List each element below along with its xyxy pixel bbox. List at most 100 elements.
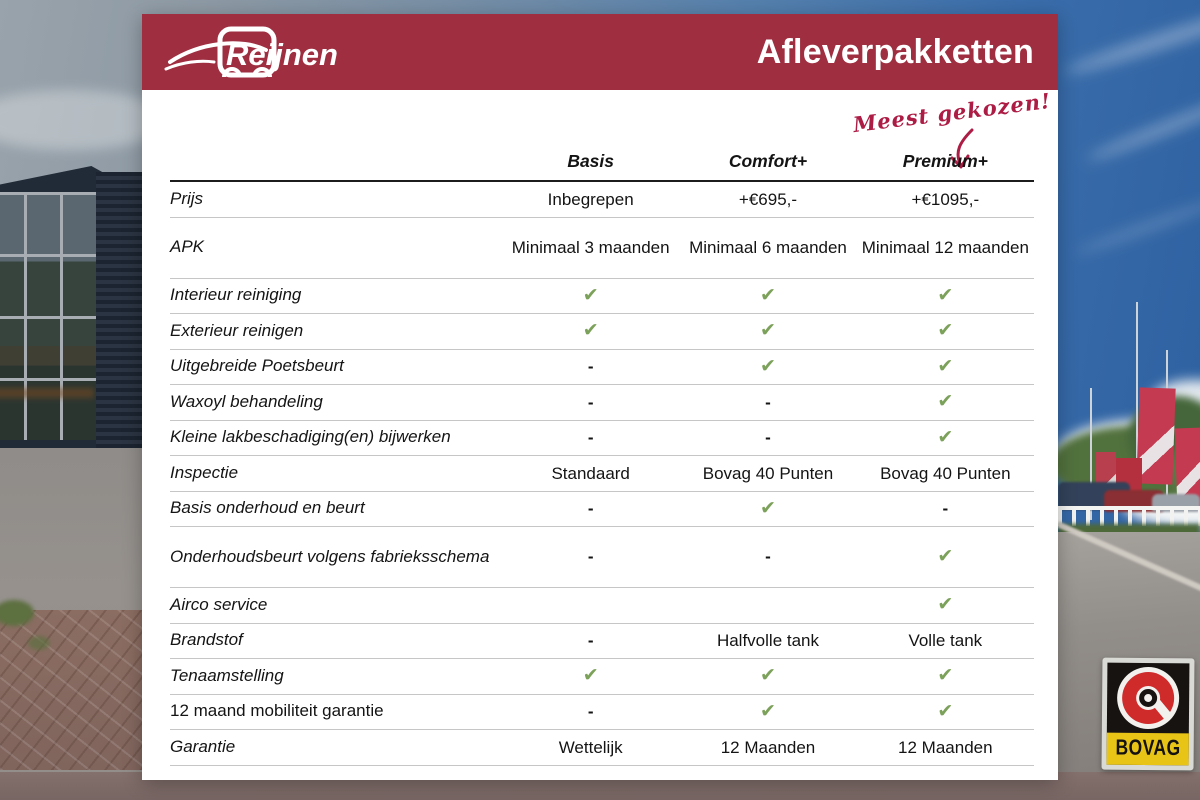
cell-value: +€1095,- [911, 189, 980, 209]
column-header-basis: Basis [567, 151, 615, 172]
row-label: APK [170, 237, 205, 257]
cell-value: Wettelijk [558, 737, 623, 757]
bovag-dial-hub [1139, 688, 1158, 708]
check-icon: ✔ [937, 593, 954, 616]
check-icon: ✔ [937, 390, 954, 413]
svg-text:Reijnen: Reijnen [226, 37, 338, 72]
check-icon: ✔ [582, 319, 599, 342]
table-row: 12 maand mobiliteit garantie - ✔ ✔ [170, 695, 1034, 730]
dash-mark: - [765, 392, 771, 412]
dash-mark: - [587, 547, 594, 567]
table-row: Kleine lakbeschadiging(en) bijwerken - - ✔ [170, 421, 1034, 456]
table-row: Waxoyl behandeling - - ✔ [170, 385, 1034, 421]
cell-value: Volle tank [908, 631, 983, 651]
table-row: Garantie Wettelijk 12 Maanden 12 Maanden [170, 730, 1034, 766]
check-icon: ✔ [937, 283, 954, 306]
cell-value: Bovag 40 Punten [702, 463, 834, 483]
table-row: Tenaamstelling ✔ ✔ ✔ [170, 659, 1034, 695]
table-column-headers: Basis Comfort+ Premium+ [170, 140, 1034, 182]
table-row: Uitgebreide Poetsbeurt - ✔ ✔ [170, 350, 1034, 385]
check-icon: ✔ [760, 699, 776, 722]
dash-mark: - [587, 499, 594, 519]
dash-mark: - [942, 499, 949, 519]
page-title: Afleverpakketten [756, 32, 1034, 71]
check-icon: ✔ [937, 664, 954, 687]
table-row: Onderhoudsbeurt volgens fabrieksschema - -… [170, 527, 1034, 588]
reijnen-logo: Reijnen [164, 24, 369, 80]
row-label: Interieur reiniging [170, 285, 302, 305]
cell-value: Minimaal 6 maanden [689, 237, 847, 257]
row-label: Prijs [170, 188, 204, 208]
row-label: Uitgebreide Poetsbeurt [170, 356, 344, 376]
comparison-table-body: Prijs Inbegrepen +€695,- +€1095,- APK Minimaa… [170, 182, 1034, 766]
cell-value: 12 Maanden [898, 737, 993, 757]
table-row: Exterieur reinigen ✔ ✔ ✔ [170, 314, 1034, 350]
cloud [0, 90, 170, 150]
afleverpakketten-card: Reijnen Afleverpakketten Meest gekozen! … [142, 14, 1058, 780]
row-label: Onderhoudsbeurt volgens fabrieksschema [170, 546, 490, 566]
row-label: Inspectie [170, 462, 239, 482]
cell-value: Standaard [551, 463, 630, 483]
dash-mark: - [587, 357, 594, 377]
check-icon: ✔ [937, 425, 954, 448]
cell-value: +€695,- [738, 189, 798, 209]
row-label: Kleine lakbeschadiging(en) bijwerken [170, 427, 451, 447]
row-label: 12 maand mobiliteit garantie [170, 701, 384, 721]
table-row: Inspectie Standaard Bovag 40 Punten Bovag 4… [170, 456, 1034, 492]
window-reflection [0, 388, 94, 398]
white-fence [1058, 506, 1200, 526]
row-label: Tenaamstelling [170, 665, 284, 685]
card-header-band: Reijnen Afleverpakketten [142, 14, 1058, 90]
cell-value: Bovag 40 Punten [880, 463, 1011, 483]
row-label: Garantie [170, 736, 236, 756]
cell-value: Inbegrepen [547, 189, 634, 209]
check-icon: ✔ [760, 354, 776, 377]
bovag-badge-inner: BOVAG [1106, 662, 1190, 766]
reijnen-car-icon: Reijnen [164, 26, 338, 78]
dash-mark: - [765, 428, 771, 448]
table-row: Airco service ✔ [170, 588, 1034, 624]
column-header-premium: Premium+ [902, 151, 988, 172]
weed-patch [0, 600, 34, 626]
row-label: Waxoyl behandeling [170, 391, 323, 411]
building-windows [0, 192, 98, 440]
table-row: Prijs Inbegrepen +€695,- +€1095,- [170, 182, 1034, 218]
row-label: Basis onderhoud en beurt [170, 498, 365, 518]
brick-pavement [0, 610, 142, 770]
dash-mark: - [587, 428, 594, 448]
flag-pole [1090, 388, 1092, 520]
column-header-comfort: Comfort+ [728, 151, 808, 172]
dash-mark: - [587, 631, 594, 651]
table-row: Basis onderhoud en beurt - ✔ - [170, 492, 1034, 527]
check-icon: ✔ [760, 319, 776, 342]
meest-gekozen-arrow-icon [950, 128, 974, 169]
dash-mark: - [587, 702, 594, 722]
cell-value: 12 Maanden [720, 737, 816, 757]
weed-patch [28, 636, 50, 650]
row-label: Brandstof [170, 630, 243, 650]
dash-mark: - [765, 547, 771, 567]
dealer-flag [1136, 387, 1176, 485]
check-icon: ✔ [937, 545, 954, 568]
cell-value: Halfvolle tank [716, 631, 820, 651]
bovag-dial-icon [1107, 663, 1190, 734]
row-label: Exterieur reinigen [170, 320, 304, 340]
check-icon: ✔ [760, 283, 776, 306]
comparison-table: Basis Comfort+ Premium+ Prijs Inbegrepen +… [170, 140, 1034, 766]
check-icon: ✔ [937, 699, 954, 722]
check-icon: ✔ [937, 319, 954, 342]
dash-mark: - [587, 392, 594, 412]
building-side-cladding [96, 172, 142, 464]
flag-pole [1136, 302, 1138, 502]
bovag-label: BOVAG [1115, 736, 1181, 761]
table-row: Interieur reiniging ✔ ✔ ✔ [170, 279, 1034, 314]
table-row: APK Minimaal 3 maanden Minimaal 6 maanden M… [170, 218, 1034, 279]
table-row: Brandstof - Halfvolle tank Volle tank [170, 624, 1034, 659]
bovag-label-band: BOVAG [1106, 732, 1189, 766]
check-icon: ✔ [582, 283, 599, 306]
check-icon: ✔ [760, 496, 776, 519]
bovag-badge: BOVAG [1101, 657, 1195, 771]
check-icon: ✔ [760, 664, 776, 687]
check-icon: ✔ [937, 354, 954, 377]
